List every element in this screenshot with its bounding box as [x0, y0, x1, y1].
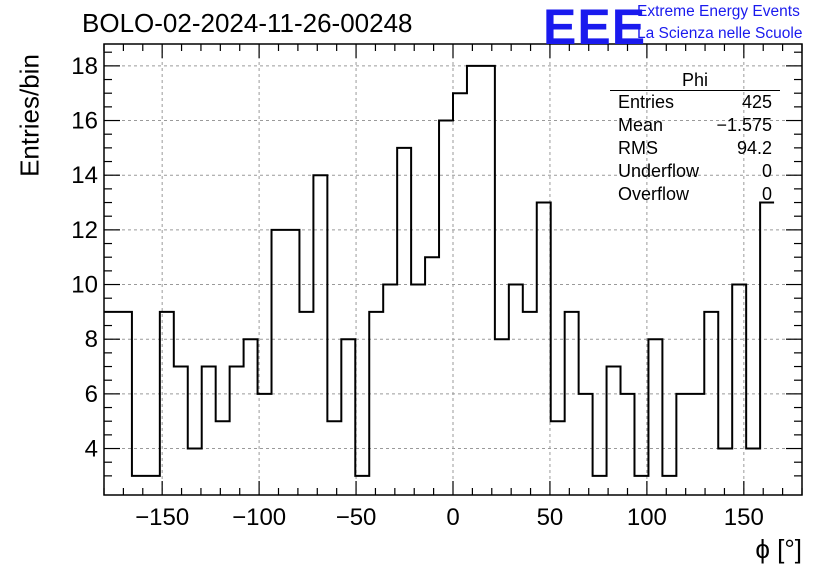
y-tick-label: 6: [85, 381, 98, 408]
histogram-bin: [425, 257, 439, 495]
stats-value: −1.575: [716, 115, 772, 135]
histogram-bin: [258, 394, 272, 495]
stats-value: 425: [741, 92, 772, 112]
histogram-bin: [299, 312, 313, 495]
histogram-bin: [746, 449, 760, 495]
y-tick-label: 14: [71, 162, 98, 189]
eee-logo: EEE: [543, 0, 647, 55]
histogram-bin: [313, 175, 327, 495]
histogram-bin: [481, 66, 495, 495]
histogram-bin: [523, 312, 537, 495]
y-axis-label: Entries/bin: [14, 54, 45, 177]
histogram-bin: [453, 93, 467, 495]
x-tick-label: 50: [537, 504, 564, 531]
histogram-bin: [565, 312, 579, 495]
stats-value: 0: [761, 161, 772, 181]
stats-title: Phi: [610, 70, 780, 91]
histogram-bin: [662, 476, 676, 495]
stats-row-underflow: Underflow 0: [610, 160, 780, 183]
histogram-bin: [146, 476, 160, 495]
x-tick-label: −100: [232, 504, 286, 531]
histogram-bin: [118, 312, 132, 495]
chart-title: BOLO-02-2024-11-26-00248: [82, 8, 413, 38]
histogram-bin: [495, 339, 509, 495]
stats-box: Phi Entries 425 Mean −1.575 RMS 94.2 Und…: [610, 70, 780, 206]
stats-label: Underflow: [618, 161, 700, 181]
histogram-bin: [369, 312, 383, 495]
histogram-bin: [439, 121, 453, 495]
histogram-bin: [760, 203, 774, 495]
y-tick-label: 10: [71, 272, 98, 299]
histogram-bin: [188, 449, 202, 495]
histogram-bin: [244, 339, 258, 495]
histogram-bin: [551, 421, 565, 495]
y-tick-label: 16: [71, 108, 98, 135]
histogram-line: [104, 64, 775, 477]
histogram-bin: [272, 230, 286, 495]
histogram-bin: [355, 476, 369, 495]
x-tick-label: 100: [627, 504, 667, 531]
x-axis-label: ϕ [°]: [755, 534, 802, 564]
y-tick-label: 4: [85, 436, 98, 463]
histogram-bin: [202, 367, 216, 495]
stats-label: Mean: [618, 115, 664, 135]
y-tick-label: 12: [71, 217, 98, 244]
histogram-bin: [579, 394, 593, 495]
y-tick-label: 8: [85, 326, 98, 353]
histogram-bin: [690, 394, 704, 495]
histogram-bin: [341, 339, 355, 495]
stats-row-entries: Entries 425: [610, 91, 780, 114]
histogram-bin: [509, 285, 523, 495]
histogram-bin: [230, 367, 244, 495]
x-tick-label: −50: [336, 504, 377, 531]
histogram-bin: [537, 203, 551, 495]
stats-value: 0: [761, 184, 772, 204]
x-tick-label: 150: [724, 504, 764, 531]
histogram-bin: [132, 476, 146, 495]
x-tick-label: −150: [135, 504, 189, 531]
stats-row-rms: RMS 94.2: [610, 137, 780, 160]
logo-tagline-2: La Scienza nelle Scuole: [637, 25, 803, 42]
histogram-bin: [607, 367, 621, 495]
stats-label: Overflow: [618, 184, 690, 204]
histogram-bin: [676, 394, 690, 495]
histogram-bin: [593, 476, 607, 495]
histogram-bin: [383, 285, 397, 495]
y-tick-label: 18: [71, 53, 98, 80]
histogram-bin: [216, 421, 230, 495]
histogram-bin: [160, 312, 174, 495]
histogram-bin: [621, 394, 635, 495]
histogram-bin: [704, 312, 718, 495]
stats-value: 94.2: [736, 138, 772, 158]
logo-tagline-1: Extreme Energy Events: [637, 3, 800, 20]
histogram-bin: [411, 285, 425, 495]
histogram-bin: [467, 66, 481, 495]
stats-row-mean: Mean −1.575: [610, 114, 780, 137]
stats-label: Entries: [618, 92, 675, 112]
histogram-bin: [648, 339, 662, 495]
stats-row-overflow: Overflow 0: [610, 183, 780, 206]
histogram-bin: [327, 421, 341, 495]
stats-label: RMS: [618, 138, 658, 158]
histogram-bin: [732, 285, 746, 495]
histogram-bin: [174, 367, 188, 495]
histogram-bin: [397, 148, 411, 495]
histogram-bin: [285, 230, 299, 495]
histogram-bin: [718, 449, 732, 495]
x-tick-label: 0: [446, 504, 459, 531]
